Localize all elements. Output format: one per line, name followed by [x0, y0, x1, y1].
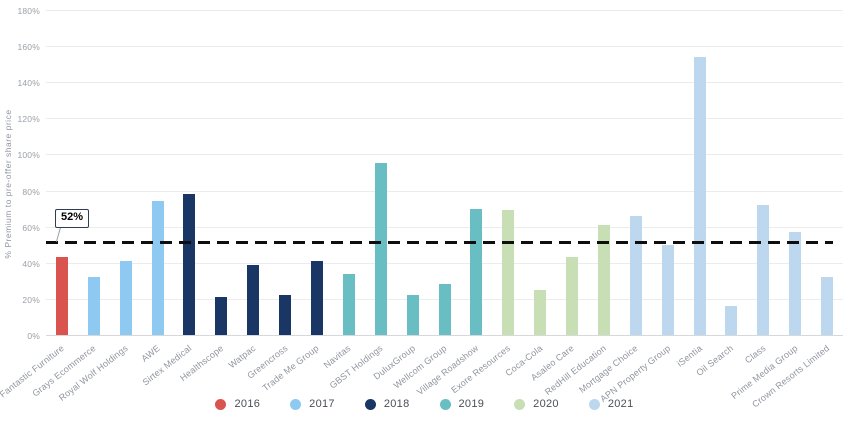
y-tick-label: 80%: [22, 186, 40, 197]
bar-exore-resources: [502, 210, 515, 335]
gridline-80: [46, 190, 843, 192]
legend-swatch-2017: [290, 398, 302, 410]
annotation-connector-line: [55, 227, 62, 242]
bar-gbst-holdings: [374, 163, 387, 335]
gridline-180: [46, 10, 843, 11]
bar-healthscope: [215, 297, 228, 335]
y-tick-label: 180%: [17, 6, 40, 16]
y-tick-label: 120%: [17, 114, 40, 125]
bar-watpac: [247, 264, 260, 335]
reference-line: [46, 241, 833, 245]
bar-apn-property-group: [661, 244, 674, 335]
x-label-awe: AWE: [139, 343, 162, 364]
x-label-trade-me-group: Trade Me Group: [260, 343, 322, 394]
gridline-0: [46, 335, 843, 336]
legend-label-2021: 2021: [607, 398, 634, 410]
legend-item-2021: 2021: [588, 398, 634, 410]
legend-item-2019: 2019: [439, 398, 485, 410]
legend-item-2020: 2020: [514, 398, 559, 410]
bar-royal-wolf-holdings: [119, 260, 132, 335]
legend-label-2020: 2020: [533, 398, 559, 410]
bar-fantastic-furniture: [55, 257, 68, 335]
y-tick-label: 20%: [22, 294, 40, 305]
legend-label-2016: 2016: [234, 398, 261, 410]
y-tick-label: 40%: [22, 258, 40, 269]
reference-annotation: 52%: [55, 209, 90, 228]
legend: 2016 2017 2018 2019 2020 2021: [0, 398, 849, 410]
bar-navitas: [342, 273, 355, 335]
bar-mortgage-choice: [629, 215, 642, 335]
legend-swatch-2018: [364, 398, 376, 410]
legend-label-2018: 2018: [383, 398, 410, 410]
legend-item-2018: 2018: [364, 398, 410, 410]
bar-trade-me-group: [310, 260, 323, 335]
gridline-60: [46, 226, 843, 228]
bar-prime-media-group: [789, 232, 802, 335]
legend-item-2017: 2017: [290, 398, 335, 410]
gridline-120: [46, 118, 843, 120]
gridline-160: [46, 46, 843, 48]
legend-label-2017: 2017: [309, 398, 335, 410]
bar-crown-resorts-limited: [821, 277, 834, 335]
reference-label: 52%: [61, 211, 84, 224]
y-tick-label: 160%: [17, 42, 40, 53]
bar-duluxgroup: [406, 295, 419, 335]
legend-item-2016: 2016: [215, 398, 260, 410]
x-label-class: Class: [742, 343, 768, 366]
legend-swatch-2019: [439, 398, 451, 410]
plot-area: 0% 20% 40% 60% 80% 100% 120% 140% 160% 180% 52% F…: [0, 6, 843, 410]
bar-greencross: [279, 295, 292, 335]
bar-oil-search: [725, 306, 738, 335]
bar-wellcom-group: [438, 284, 451, 335]
legend-swatch-2016: [215, 398, 227, 410]
legend-swatch-2020: [514, 398, 526, 410]
gridline-40: [46, 262, 843, 264]
legend-label-2019: 2019: [458, 398, 485, 410]
bar-redhill-education: [597, 224, 610, 335]
y-tick-label: 100%: [17, 150, 40, 161]
bar-coca-cola: [534, 289, 547, 335]
bar-grays-ecommerce: [87, 277, 100, 335]
bar-village-roadshow: [470, 208, 483, 335]
bar-awe: [151, 201, 164, 335]
legend-swatch-2021: [588, 398, 600, 410]
gridline-140: [46, 82, 843, 84]
y-tick-label: 60%: [22, 222, 40, 233]
bar-isentia: [693, 56, 706, 335]
bar-asaleo-care: [566, 257, 579, 335]
bar-sirtex-medical: [183, 194, 196, 335]
y-axis-title: % Premium to pre-offer share price: [3, 109, 13, 259]
gridline-100: [46, 154, 843, 156]
y-tick-label: 140%: [17, 78, 40, 89]
bar-class: [757, 205, 770, 335]
y-tick-label: 0%: [27, 331, 40, 341]
